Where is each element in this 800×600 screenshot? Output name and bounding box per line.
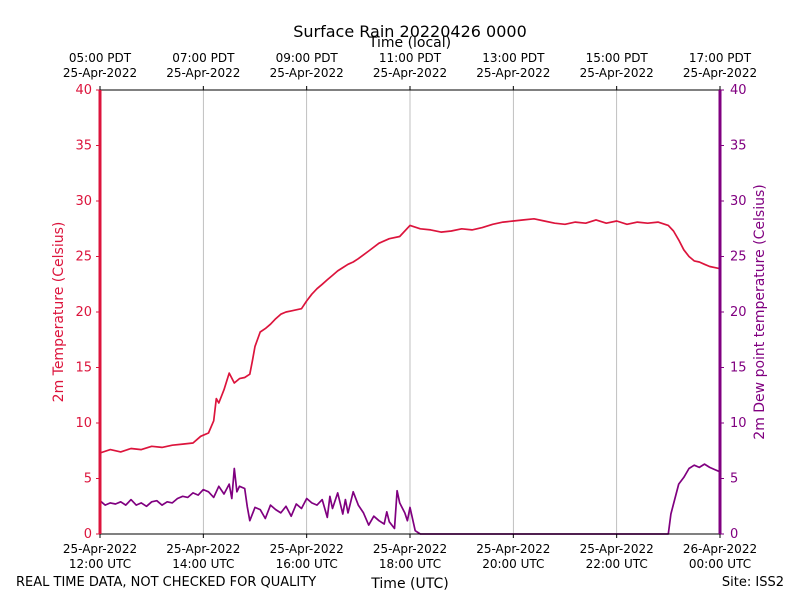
bottom-tick-label-date: 26-Apr-2022 <box>683 542 757 556</box>
top-tick-label-date: 25-Apr-2022 <box>373 66 447 80</box>
top-tick-label-date: 25-Apr-2022 <box>476 66 550 80</box>
right-tick-label: 10 <box>730 416 747 431</box>
right-tick-label: 5 <box>730 472 738 487</box>
right-tick-label: 35 <box>730 139 747 154</box>
right-tick-label: 20 <box>730 305 747 320</box>
left-tick-label: 25 <box>75 250 92 265</box>
right-tick-label: 15 <box>730 361 747 376</box>
bottom-tick-label-time: 00:00 UTC <box>689 557 751 571</box>
bottom-tick-label-time: 20:00 UTC <box>482 557 544 571</box>
bottom-tick-label-date: 25-Apr-2022 <box>476 542 550 556</box>
bottom-tick-label-time: 22:00 UTC <box>586 557 648 571</box>
bottom-tick-label-date: 25-Apr-2022 <box>166 542 240 556</box>
chart-title: Surface Rain 20220426 0000 <box>293 22 527 41</box>
right-tick-label: 0 <box>730 527 738 542</box>
top-tick-label-time: 09:00 PDT <box>276 51 339 65</box>
bottom-tick-label-date: 25-Apr-2022 <box>63 542 137 556</box>
bottom-tick-label-date: 25-Apr-2022 <box>270 542 344 556</box>
left-axis-title: 2m Temperature (Celsius) <box>51 222 67 403</box>
right-axis-title: 2m Dew point temperature (Celsius) <box>752 184 768 439</box>
data-quality-disclaimer: REAL TIME DATA, NOT CHECKED FOR QUALITY <box>16 575 317 590</box>
top-tick-label-time: 07:00 PDT <box>172 51 235 65</box>
top-tick-label-time: 17:00 PDT <box>689 51 752 65</box>
right-tick-label: 40 <box>730 83 747 98</box>
bottom-axis-title: Time (UTC) <box>370 576 448 592</box>
right-tick-label: 30 <box>730 194 747 209</box>
top-tick-label-date: 25-Apr-2022 <box>166 66 240 80</box>
left-tick-label: 35 <box>75 139 92 154</box>
left-tick-label: 40 <box>75 83 92 98</box>
bottom-tick-label-date: 25-Apr-2022 <box>580 542 654 556</box>
left-tick-label: 30 <box>75 194 92 209</box>
right-tick-label: 25 <box>730 250 747 265</box>
top-tick-label-time: 11:00 PDT <box>379 51 442 65</box>
left-tick-label: 0 <box>84 527 92 542</box>
site-label: Site: ISS2 <box>721 575 784 590</box>
left-tick-label: 5 <box>84 472 92 487</box>
bottom-tick-label-time: 18:00 UTC <box>379 557 441 571</box>
top-tick-label-date: 25-Apr-2022 <box>63 66 137 80</box>
grid-layer <box>99 90 721 534</box>
bottom-tick-label-date: 25-Apr-2022 <box>373 542 447 556</box>
top-tick-label-date: 25-Apr-2022 <box>270 66 344 80</box>
top-tick-label-time: 13:00 PDT <box>482 51 545 65</box>
top-tick-label-date: 25-Apr-2022 <box>683 66 757 80</box>
bottom-tick-label-time: 14:00 UTC <box>172 557 234 571</box>
top-axis-title: Time (local) <box>368 35 451 51</box>
top-tick-label-time: 15:00 PDT <box>586 51 649 65</box>
bottom-tick-label-time: 12:00 UTC <box>69 557 131 571</box>
bottom-tick-label-time: 16:00 UTC <box>276 557 338 571</box>
left-tick-label: 15 <box>75 361 92 376</box>
top-tick-label-date: 25-Apr-2022 <box>580 66 654 80</box>
top-tick-label-time: 05:00 PDT <box>69 51 132 65</box>
left-tick-label: 10 <box>75 416 92 431</box>
ticks-layer: 0 0 5 5 10 10 15 15 20 20 25 25 30 30 35 35 40 40 25-Apr-2… <box>63 51 757 571</box>
left-tick-label: 20 <box>75 305 92 320</box>
temperature-line <box>99 217 721 454</box>
